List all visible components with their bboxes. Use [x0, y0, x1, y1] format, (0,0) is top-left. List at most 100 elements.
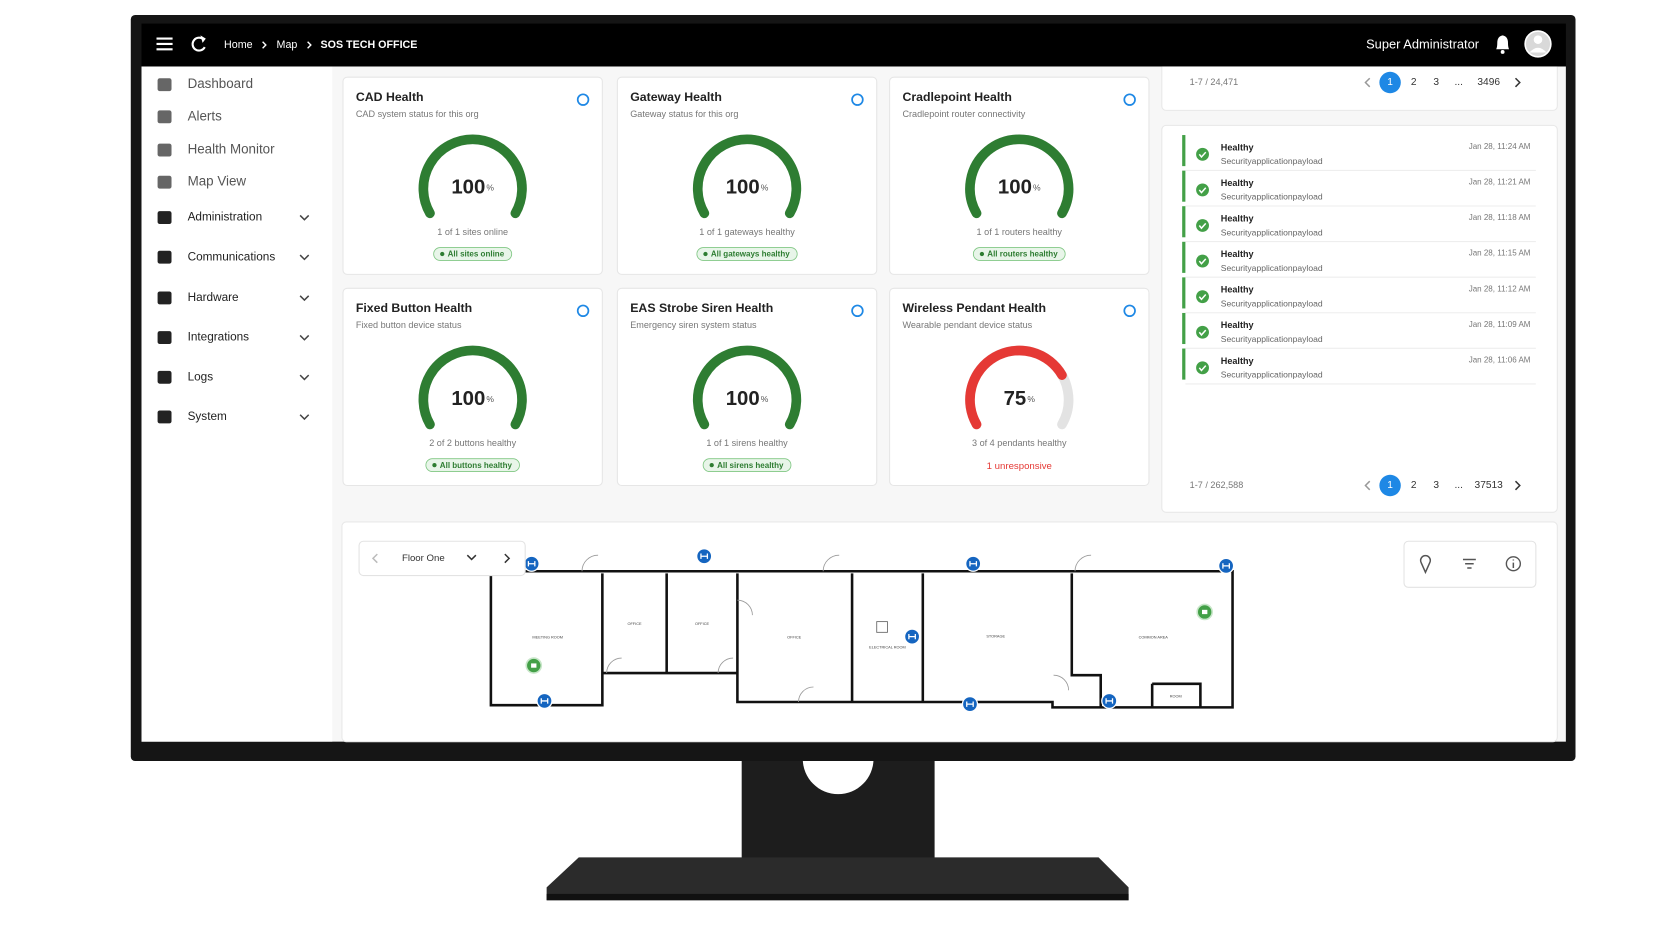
marker-glyph [908, 633, 916, 640]
sidebar-item[interactable]: Map View [157, 174, 247, 189]
gauge-value-text: 100 [726, 388, 760, 410]
device-marker-ok[interactable] [525, 657, 543, 674]
pager-page[interactable]: 37513 [1475, 480, 1504, 491]
device-marker[interactable] [696, 548, 713, 565]
gauge-label: 100% [726, 177, 769, 199]
gauge-unit: % [486, 394, 494, 404]
event-status: Healthy [1221, 285, 1255, 295]
room-label: OFFICE [787, 636, 802, 640]
user-avatar[interactable] [1524, 30, 1552, 58]
gauge-label: 100% [451, 177, 494, 199]
menu-button[interactable] [156, 37, 173, 51]
device-marker[interactable] [523, 555, 540, 572]
status-badge [696, 247, 798, 261]
pager-page[interactable]: ... [1454, 77, 1462, 88]
device-marker[interactable] [903, 628, 921, 645]
device-marker[interactable] [1101, 692, 1118, 710]
sidebar-item[interactable]: Dashboard [157, 76, 253, 91]
sidebar-item[interactable]: System [157, 410, 310, 424]
event-check [1196, 183, 1209, 197]
sidebar-item[interactable]: Integrations [157, 331, 310, 345]
card-title: Cradlepoint Health [902, 90, 1011, 104]
user-name[interactable]: Super Administrator [1366, 36, 1480, 51]
event-bar [1182, 206, 1186, 238]
card-subtitle: CAD system status for this org [356, 109, 479, 119]
pager-page[interactable]: 2 [1411, 77, 1417, 88]
chevron-down [299, 414, 310, 421]
room-label: OFFICE [695, 622, 710, 626]
pager-page[interactable]: ... [1454, 480, 1462, 491]
card-background [889, 76, 1150, 275]
breadcrumb[interactable]: Map [277, 39, 298, 51]
card-icon [576, 304, 590, 318]
breadcrumb-separator [262, 41, 267, 49]
event-check [1196, 254, 1209, 268]
floor-name[interactable]: Floor One [402, 553, 445, 564]
filter-icon [1462, 558, 1476, 569]
pager-page[interactable]: 3496 [1477, 77, 1500, 88]
sidebar-item[interactable]: Logs [157, 370, 310, 384]
chevron-right[interactable] [1514, 480, 1521, 491]
sidebar-label: Integrations [188, 331, 250, 344]
device-marker[interactable] [961, 695, 979, 713]
monitor-base-edge [546, 893, 1129, 901]
event-check-mark [1198, 365, 1207, 372]
device-marker[interactable] [1217, 557, 1235, 575]
breadcrumb[interactable]: Home [224, 39, 253, 51]
pager-current [1379, 474, 1401, 497]
card-background [889, 287, 1150, 487]
event-status: Healthy [1221, 249, 1255, 259]
sidebar-item[interactable]: Alerts [157, 108, 223, 123]
room-label: OFFICE [627, 622, 642, 626]
sidebar-label: System [188, 410, 227, 423]
pager-page[interactable]: 3 [1433, 77, 1439, 88]
chevron-left[interactable] [1364, 480, 1371, 491]
notifications-button[interactable] [1496, 35, 1510, 54]
card-subtitle: Fixed button device status [356, 320, 462, 330]
card-subtitle: Gateway status for this org [630, 109, 738, 119]
sidebar-item[interactable]: Hardware [157, 291, 310, 305]
door-swing [822, 554, 840, 572]
gauge-value [693, 134, 802, 219]
pager-page[interactable]: 2 [1411, 480, 1417, 491]
chevron-right[interactable] [1514, 77, 1521, 88]
chevron-down[interactable] [466, 554, 477, 561]
sidebar-label: Communications [188, 250, 276, 263]
device-marker[interactable] [536, 692, 553, 710]
marker-glyph [1222, 563, 1230, 569]
event-check-mark [1198, 329, 1207, 337]
fixture [876, 621, 888, 633]
refresh-button[interactable] [191, 35, 206, 52]
chevron-down [299, 254, 310, 261]
sidebar-label: Logs [188, 370, 214, 383]
event-bar [1182, 241, 1186, 273]
card-title: Fixed Button Health [356, 301, 472, 315]
card-icon [1123, 304, 1136, 318]
sidebar-icon [157, 331, 172, 345]
room-label: STORAGE [986, 635, 1005, 639]
device-marker[interactable] [965, 555, 982, 572]
health-card: Wireless Pendant Health Wearable pendant … [889, 287, 1150, 487]
pager-range: 1-7 / 262,588 [1190, 480, 1244, 490]
event-check [1196, 147, 1209, 161]
card-subtitle: Wearable pendant device status [902, 320, 1032, 330]
info-tool[interactable] [1505, 556, 1522, 572]
chevron-left[interactable] [371, 553, 378, 564]
event-check-mark [1198, 258, 1207, 265]
pager-page[interactable]: 1 [1387, 77, 1393, 88]
sidebar-item[interactable]: Administration [157, 211, 310, 224]
monitor-neck [741, 755, 935, 866]
top-bar: Home Map SOS TECH OFFICE Super Administr… [141, 23, 1566, 67]
sidebar-item[interactable]: Communications [157, 250, 310, 264]
pin-tool[interactable] [1419, 554, 1432, 575]
device-marker-ok[interactable] [1196, 603, 1213, 621]
card-detail: 1 of 1 sirens healthy [706, 438, 788, 448]
chevron-right[interactable] [504, 553, 511, 564]
gauge-value-text: 100 [998, 177, 1032, 199]
pager-page[interactable]: 1 [1387, 480, 1393, 491]
filter-tool[interactable] [1462, 558, 1476, 569]
chevron-left[interactable] [1364, 77, 1371, 88]
pager-page[interactable]: 3 [1433, 480, 1439, 491]
sidebar-item[interactable]: Health Monitor [157, 142, 276, 157]
